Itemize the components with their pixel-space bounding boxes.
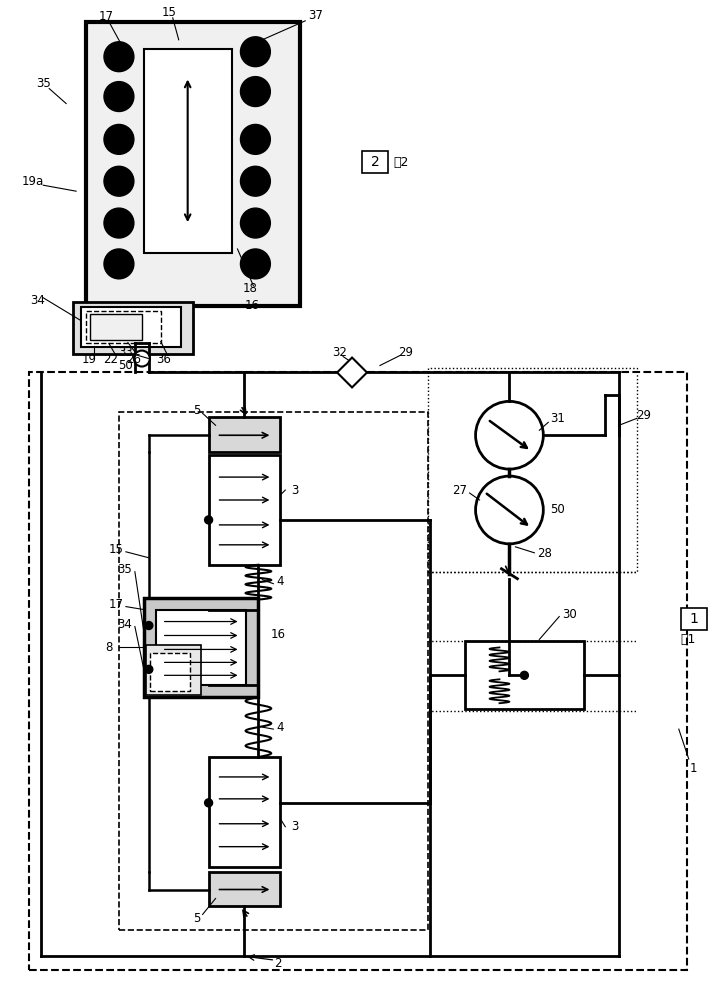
Bar [150,653,190,691]
Text: 5: 5 [193,404,201,417]
Text: 31: 31 [550,412,565,425]
Text: 15: 15 [161,6,176,19]
Text: 33: 33 [119,346,133,359]
Circle shape [204,799,212,807]
Text: 28: 28 [537,547,552,560]
Text: 19a: 19a [22,175,44,188]
Circle shape [104,82,134,111]
Bar [209,455,281,565]
Bar [144,49,231,253]
Bar [209,757,281,867]
Circle shape [241,166,270,196]
Circle shape [104,166,134,196]
Text: 30: 30 [562,608,577,621]
Text: 15: 15 [108,543,124,556]
Circle shape [241,124,270,154]
Text: 2: 2 [371,155,379,169]
Text: 5: 5 [193,912,201,925]
Text: 16: 16 [245,299,260,312]
Circle shape [104,42,134,72]
Circle shape [475,476,543,544]
Text: 35: 35 [36,77,51,90]
Text: 27: 27 [452,484,467,497]
Text: 37: 37 [308,9,323,22]
Text: 32: 32 [333,346,348,359]
Text: 16: 16 [271,628,286,641]
Bar [146,645,201,695]
Bar [86,311,161,343]
Text: 50: 50 [550,503,565,516]
Text: 图2: 图2 [393,156,409,169]
Text: 26: 26 [126,353,141,366]
Text: 1: 1 [690,762,697,775]
Text: 图1: 图1 [680,633,696,646]
Text: 18: 18 [243,282,258,295]
Circle shape [521,671,529,679]
Circle shape [204,516,212,524]
Bar [73,302,193,354]
Text: 19: 19 [81,353,97,366]
Bar [144,598,258,697]
Bar [209,417,281,452]
Text: 29: 29 [636,409,651,422]
Bar [465,641,585,709]
Bar [680,608,707,630]
Bar [156,610,246,685]
Text: 34: 34 [30,294,44,307]
Circle shape [475,401,543,469]
Text: 3: 3 [292,484,299,497]
Circle shape [104,249,134,279]
Text: 4: 4 [276,721,284,734]
Circle shape [241,208,270,238]
Bar [119,412,427,930]
Circle shape [134,351,150,367]
Text: 3: 3 [292,820,299,833]
Polygon shape [337,358,367,387]
Circle shape [241,249,270,279]
Text: 17: 17 [98,10,113,23]
Bar [86,22,300,306]
Circle shape [104,208,134,238]
Text: 35: 35 [118,563,132,576]
Bar [427,368,637,572]
Bar [362,151,388,173]
Text: 2: 2 [275,957,282,970]
Text: 8: 8 [105,641,113,654]
Bar [29,372,687,970]
Text: 1: 1 [689,612,698,626]
Text: 36: 36 [156,353,171,366]
Circle shape [241,37,270,67]
Text: 4: 4 [276,575,284,588]
Circle shape [145,622,153,630]
Text: 22: 22 [103,353,119,366]
Circle shape [104,124,134,154]
Bar [90,314,142,340]
Bar [209,872,281,906]
Circle shape [145,665,153,673]
Text: 34: 34 [118,618,132,631]
Circle shape [241,77,270,107]
Bar [81,307,181,347]
Text: 50: 50 [119,359,133,372]
Text: 17: 17 [108,598,124,611]
Text: 29: 29 [398,346,414,359]
